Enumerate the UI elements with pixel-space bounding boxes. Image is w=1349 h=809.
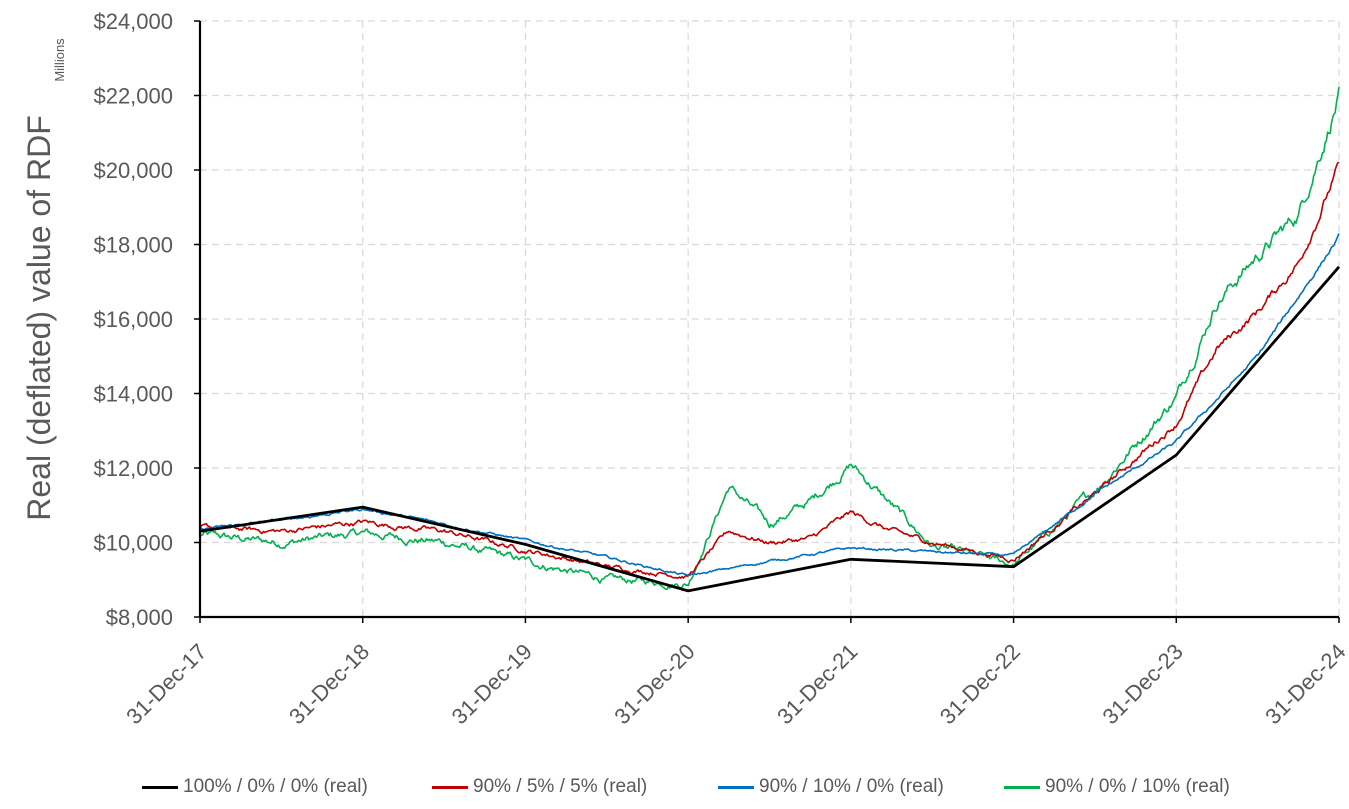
legend-label: 100% / 0% / 0% (real) [183, 776, 368, 797]
legend-swatch [432, 785, 468, 789]
series-layer [199, 86, 1341, 593]
y-tick-label: $12,000 [93, 456, 173, 481]
grid-lines [200, 20, 1340, 617]
x-tick-label: 31-Dec-18 [284, 639, 374, 729]
y-tick-label: $22,000 [93, 84, 173, 109]
y-axis-units-label: Millions [52, 38, 67, 82]
line-chart: $8,000 $10,000 $12,000 $14,000 $16,000 $18,00… [21, 9, 1349, 729]
y-tick-label: $14,000 [93, 382, 173, 407]
legend-label: 90% / 10% / 0% (real) [759, 776, 944, 797]
series-line-4 [199, 86, 1340, 591]
y-tick-label: $18,000 [93, 233, 173, 258]
y-tick-label: $24,000 [93, 9, 173, 34]
x-tick-label: 31-Dec-23 [1098, 639, 1188, 729]
legend-item-3: 90% / 10% / 0% (real) [718, 776, 944, 798]
x-tick-label: 31-Dec-19 [447, 639, 537, 729]
x-tick-label: 31-Dec-22 [935, 639, 1025, 729]
legend-swatch [142, 785, 178, 789]
legend-label: 90% / 5% / 5% (real) [473, 776, 648, 797]
y-tick-label: $16,000 [93, 307, 173, 332]
y-tick-label: $10,000 [93, 531, 173, 556]
legend-item-4: 90% / 0% / 10% (real) [1004, 776, 1230, 798]
legend: 100% / 0% / 0% (real) 90% / 5% / 5% (real… [0, 776, 1349, 806]
legend-swatch [1004, 785, 1040, 789]
legend-swatch [718, 785, 754, 789]
series-line-2 [200, 161, 1340, 579]
y-tick-label: $8,000 [106, 605, 173, 630]
x-tick-label: 31-Dec-20 [609, 639, 699, 729]
x-tick-label: 31-Dec-17 [121, 639, 211, 729]
legend-label: 90% / 0% / 10% (real) [1045, 776, 1230, 797]
legend-item-1: 100% / 0% / 0% (real) [142, 776, 368, 798]
series-line-3 [199, 233, 1340, 577]
y-axis-ticks: $8,000 $10,000 $12,000 $14,000 $16,000 $18,00… [93, 9, 200, 630]
y-axis-label: Real (deflated) value of RDF [21, 115, 57, 521]
y-tick-label: $20,000 [93, 158, 173, 183]
series-line-1 [199, 265, 1341, 593]
x-tick-label: 31-Dec-21 [772, 639, 862, 729]
x-axis-ticks: 31-Dec-17 31-Dec-18 31-Dec-19 31-Dec-20 31-D… [121, 617, 1349, 729]
legend-item-2: 90% / 5% / 5% (real) [432, 776, 647, 798]
x-tick-label: 31-Dec-24 [1260, 639, 1349, 729]
